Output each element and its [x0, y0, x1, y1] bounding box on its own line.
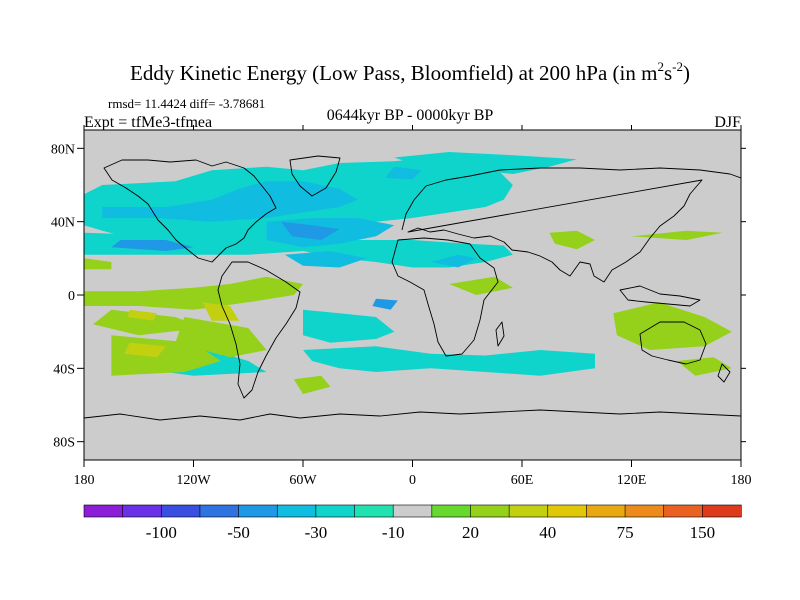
- contour-region-20: [449, 276, 513, 295]
- title-s: s: [664, 61, 672, 85]
- contour-region-25: [202, 302, 240, 321]
- contour-regions: [84, 152, 732, 394]
- y-tick-label-1: 40N: [51, 216, 75, 231]
- x-tick-label-5: 120E: [617, 473, 647, 488]
- experiment-label: Expt = tfMe3-tfmea: [84, 114, 212, 131]
- contour-region-3: [303, 309, 395, 343]
- x-tick-label-2: 60W: [289, 473, 317, 488]
- coast-africa: [391, 237, 499, 357]
- colorbar-box-16: [702, 504, 742, 518]
- colorbar-box-4: [238, 504, 278, 518]
- colorbar-label-3: -10: [382, 523, 405, 542]
- contour-region-1: [84, 229, 513, 268]
- colorbar-box-6: [315, 504, 356, 518]
- contour-region-26: [127, 309, 157, 321]
- chart-title: Eddy Kinetic Energy (Low Pass, Bloomfiel…: [130, 59, 690, 85]
- x-axis: 180 120W 60W 0 60E 120E 180: [74, 125, 752, 488]
- coast-new-zealand: [717, 363, 731, 383]
- contour-region-19: [631, 230, 723, 240]
- y-tick-label-3: 40S: [53, 362, 75, 377]
- coast-southeast-asia: [619, 285, 701, 307]
- colorbar-box-1: [122, 504, 162, 518]
- contour-region-23: [293, 375, 331, 394]
- colorbar-label-1: -50: [227, 523, 250, 542]
- coast-south-america: [217, 261, 301, 399]
- y-axis: 80N 40N 0 40S 80S: [51, 142, 746, 451]
- title-main: Eddy Kinetic Energy (Low Pass, Bloomfiel…: [130, 61, 657, 85]
- stats-label: rmsd= 11.4424 diff= -3.78681: [108, 96, 265, 111]
- colorbar-box-14: [624, 504, 665, 518]
- colorbar-box-12: [547, 504, 588, 518]
- title-close: ): [683, 61, 690, 85]
- coast-antarctica: [84, 409, 741, 421]
- colorbar-box-11: [508, 504, 549, 518]
- coast-europe-asia: [401, 167, 741, 283]
- period-label: 0644kyr BP - 0000kyr BP: [327, 107, 494, 124]
- contour-region-12: [281, 221, 340, 240]
- y-tick-label-4: 80S: [53, 436, 75, 451]
- contour-region-27: [124, 342, 167, 358]
- contour-region-9: [385, 166, 422, 180]
- coast-australia: [639, 321, 707, 365]
- colorbar-box-7: [354, 504, 394, 518]
- contour-region-10: [430, 254, 477, 268]
- colorbar-box-9: [431, 504, 472, 518]
- x-tick-label-6: 180: [731, 473, 752, 488]
- colorbar-box-3: [199, 504, 240, 518]
- contour-region-13: [372, 298, 398, 310]
- colorbar-label-7: 150: [690, 523, 716, 542]
- colorbar-box-13: [586, 504, 626, 518]
- coastlines: [84, 155, 741, 421]
- colorbar-box-0: [83, 504, 124, 518]
- title-sup-2: 2: [657, 59, 664, 74]
- x-tick-label-3: 0: [409, 473, 416, 488]
- colorbar-label-4: 20: [462, 523, 479, 542]
- colorbar-label-6: 75: [617, 523, 634, 542]
- contour-region-24: [84, 258, 112, 270]
- season-label: DJF: [714, 114, 741, 131]
- coast-madagascar: [495, 321, 505, 347]
- contour-region-14: [84, 276, 303, 310]
- colorbar-label-5: 40: [539, 523, 556, 542]
- contour-region-16: [93, 309, 203, 336]
- colorbar-label-0: -100: [146, 523, 177, 542]
- contour-region-8: [284, 251, 367, 268]
- coast-north-america: [103, 159, 277, 263]
- contour-region-11: [111, 240, 194, 251]
- contour-region-22: [677, 357, 732, 376]
- colorbar-box-8: [392, 504, 433, 518]
- contour-region-21: [613, 302, 732, 350]
- title-sup-neg2: -2: [672, 59, 683, 74]
- contour-region-18: [549, 230, 595, 250]
- x-tick-label-4: 60E: [511, 473, 534, 488]
- colorbar-box-10: [470, 504, 510, 518]
- colorbar-box-15: [663, 504, 703, 518]
- colorbar-box-5: [276, 504, 317, 518]
- y-tick-label-2: 0: [68, 289, 75, 304]
- x-tick-label-1: 120W: [176, 473, 211, 488]
- colorbar: -100 -50 -30 -10 20 40 75 150: [83, 504, 742, 542]
- contour-region-5: [303, 346, 595, 376]
- x-tick-label-0: 180: [74, 473, 95, 488]
- y-tick-label-0: 80N: [51, 142, 75, 157]
- colorbar-label-2: -30: [305, 523, 328, 542]
- contour-region-6: [102, 181, 358, 222]
- colorbar-box-2: [160, 504, 201, 518]
- coast-greenland: [289, 155, 341, 197]
